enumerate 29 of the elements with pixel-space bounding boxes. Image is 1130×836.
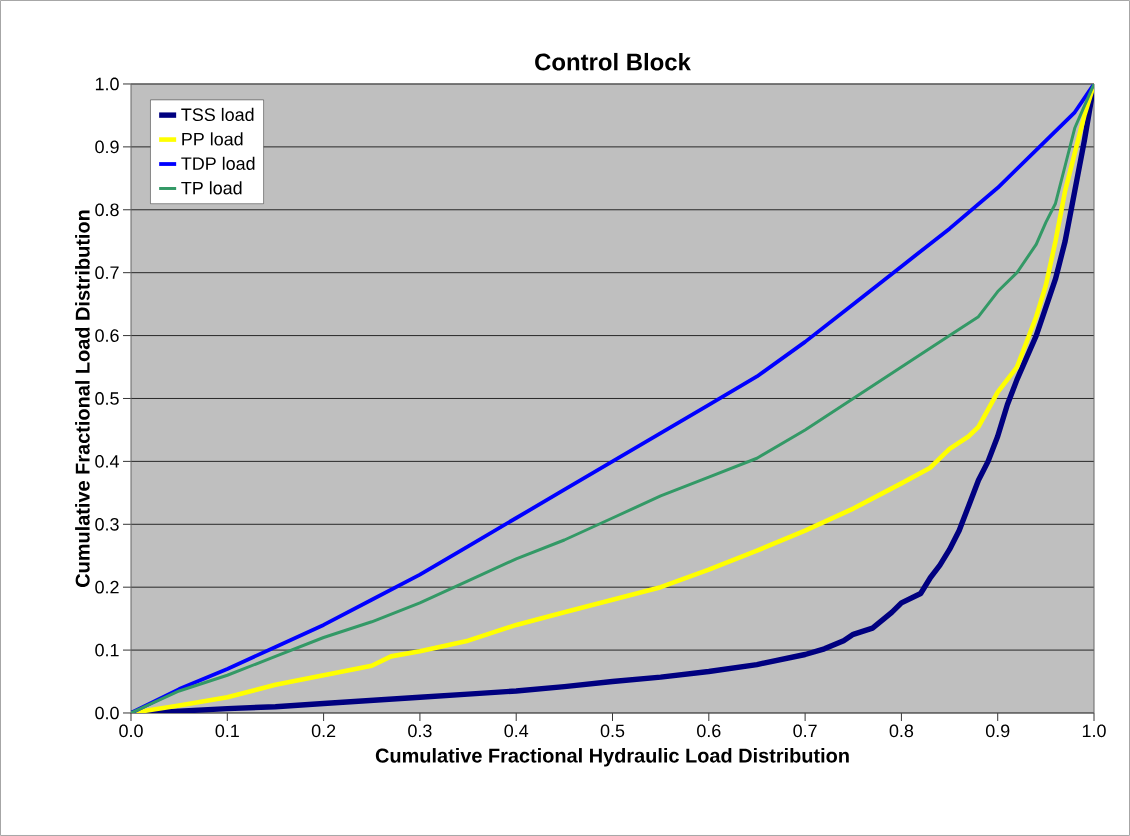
x-tick-label: 0.3 bbox=[408, 724, 432, 738]
legend-label: TDP load bbox=[181, 156, 255, 170]
legend-label: TP load bbox=[181, 181, 242, 195]
chart-title: Control Block bbox=[535, 52, 691, 71]
legend-label: PP load bbox=[182, 132, 243, 146]
y-tick-label: 0.4 bbox=[95, 455, 119, 468]
legend-label: TSS load bbox=[181, 107, 254, 122]
x-tick-label: 0.4 bbox=[504, 724, 529, 738]
y-tick-label: 1.0 bbox=[95, 77, 119, 91]
x-tick-label: 0.6 bbox=[697, 724, 721, 738]
y-tick-label: 0.0 bbox=[95, 706, 119, 720]
y-axis-title: Cumulative Fractional Load Distribution bbox=[75, 210, 90, 587]
x-tick-label: 0.1 bbox=[215, 724, 239, 738]
x-tick-label: 0.0 bbox=[119, 724, 143, 738]
y-tick-label: 0.2 bbox=[95, 580, 119, 594]
y-tick-label: 0.5 bbox=[95, 392, 119, 405]
y-tick-label: 0.7 bbox=[95, 266, 119, 280]
y-tick-label: 0.6 bbox=[95, 329, 119, 342]
x-tick-label: 0.7 bbox=[793, 724, 817, 738]
x-tick-label: 0.9 bbox=[985, 724, 1010, 738]
x-tick-label: 0.8 bbox=[889, 724, 914, 738]
x-tick-label: 0.2 bbox=[311, 724, 336, 738]
x-tick-label: 0.5 bbox=[600, 724, 625, 738]
y-tick-label: 0.1 bbox=[95, 643, 119, 657]
x-tick-label: 1.0 bbox=[1082, 724, 1106, 738]
y-tick-label: 0.9 bbox=[95, 140, 119, 154]
y-tick-label: 0.3 bbox=[95, 517, 119, 531]
x-axis-title: Cumulative Fractional Hydraulic Load Distribution bbox=[375, 748, 849, 767]
y-tick-label: 0.8 bbox=[95, 203, 119, 217]
